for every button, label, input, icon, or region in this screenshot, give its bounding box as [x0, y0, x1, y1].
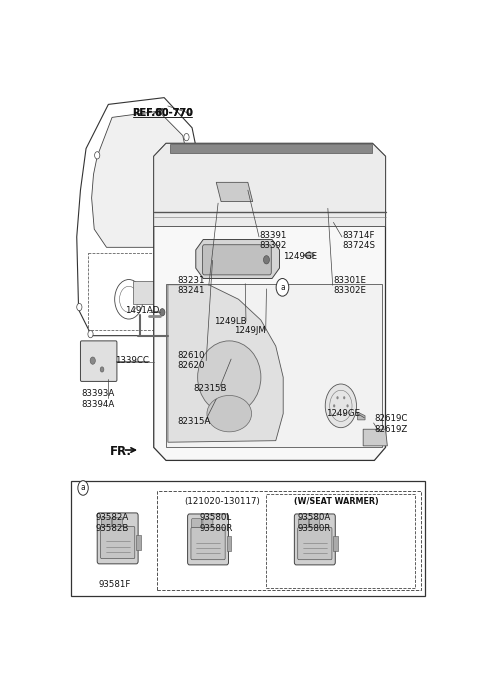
Ellipse shape — [207, 396, 252, 432]
FancyBboxPatch shape — [191, 527, 225, 560]
FancyBboxPatch shape — [203, 245, 271, 275]
Polygon shape — [358, 412, 365, 420]
Circle shape — [77, 304, 82, 310]
FancyBboxPatch shape — [136, 535, 141, 550]
FancyBboxPatch shape — [97, 513, 138, 564]
Circle shape — [184, 134, 189, 141]
Circle shape — [95, 152, 100, 159]
FancyBboxPatch shape — [112, 518, 122, 527]
FancyBboxPatch shape — [298, 527, 332, 560]
Text: a: a — [81, 483, 85, 493]
Circle shape — [156, 109, 161, 116]
Circle shape — [78, 481, 88, 495]
FancyBboxPatch shape — [334, 537, 338, 551]
FancyBboxPatch shape — [71, 481, 424, 595]
Polygon shape — [363, 429, 387, 446]
Text: 1339CC: 1339CC — [115, 356, 149, 365]
FancyBboxPatch shape — [188, 514, 228, 565]
Text: 83391
83392: 83391 83392 — [259, 231, 287, 250]
Text: REF.60-770: REF.60-770 — [132, 108, 193, 118]
Circle shape — [336, 396, 338, 400]
Polygon shape — [92, 111, 192, 247]
Circle shape — [100, 367, 104, 372]
FancyBboxPatch shape — [100, 526, 135, 559]
FancyBboxPatch shape — [299, 518, 309, 528]
Circle shape — [173, 331, 178, 338]
Text: 1249GE: 1249GE — [283, 252, 317, 261]
Circle shape — [264, 256, 269, 264]
Text: 82315B: 82315B — [193, 384, 227, 394]
Circle shape — [343, 396, 345, 400]
Text: FR.: FR. — [110, 445, 132, 458]
Text: (W/SEAT WARMER): (W/SEAT WARMER) — [294, 497, 378, 506]
FancyBboxPatch shape — [227, 537, 231, 551]
Text: 93580A
93580R: 93580A 93580R — [297, 514, 331, 533]
Text: 82619C
82619Z: 82619C 82619Z — [374, 414, 408, 434]
Text: 83231
83241: 83231 83241 — [177, 275, 204, 295]
Text: 83301E
83302E: 83301E 83302E — [334, 275, 366, 295]
Polygon shape — [168, 285, 283, 442]
Polygon shape — [132, 281, 162, 304]
FancyBboxPatch shape — [266, 494, 415, 588]
Circle shape — [336, 412, 338, 416]
FancyBboxPatch shape — [294, 514, 335, 565]
Polygon shape — [170, 144, 372, 153]
Text: a: a — [280, 283, 285, 292]
Circle shape — [343, 412, 345, 416]
Text: 82315A: 82315A — [177, 417, 211, 426]
Polygon shape — [154, 143, 385, 227]
Text: REF.60-770: REF.60-770 — [132, 108, 193, 118]
Text: 83393A
83394A: 83393A 83394A — [82, 389, 115, 409]
Text: 1249JM: 1249JM — [234, 326, 266, 335]
FancyBboxPatch shape — [192, 518, 202, 528]
Text: 83714F
83724S: 83714F 83724S — [343, 231, 376, 250]
Circle shape — [188, 209, 193, 216]
Text: 1491AD: 1491AD — [125, 306, 159, 315]
FancyBboxPatch shape — [203, 518, 213, 528]
Polygon shape — [196, 240, 279, 279]
FancyBboxPatch shape — [310, 518, 320, 528]
Polygon shape — [216, 182, 252, 202]
Text: 93582A
93582B: 93582A 93582B — [96, 514, 129, 533]
Polygon shape — [166, 284, 382, 448]
Polygon shape — [154, 143, 385, 460]
FancyBboxPatch shape — [156, 491, 421, 591]
Text: (121020-130117): (121020-130117) — [184, 497, 260, 506]
Text: 1249GE: 1249GE — [326, 409, 360, 418]
Text: 93580L
93580R: 93580L 93580R — [200, 514, 233, 533]
Circle shape — [325, 384, 357, 428]
Circle shape — [276, 279, 289, 296]
Circle shape — [90, 357, 96, 365]
Circle shape — [333, 404, 335, 408]
Circle shape — [347, 404, 348, 408]
Ellipse shape — [198, 341, 261, 414]
Circle shape — [88, 331, 93, 338]
Polygon shape — [304, 252, 315, 259]
Text: 93581F: 93581F — [99, 580, 131, 589]
Text: 1249LB: 1249LB — [215, 317, 247, 325]
Text: 82610
82620: 82610 82620 — [177, 351, 204, 371]
FancyBboxPatch shape — [81, 341, 117, 381]
Circle shape — [160, 308, 165, 316]
FancyBboxPatch shape — [101, 518, 111, 527]
